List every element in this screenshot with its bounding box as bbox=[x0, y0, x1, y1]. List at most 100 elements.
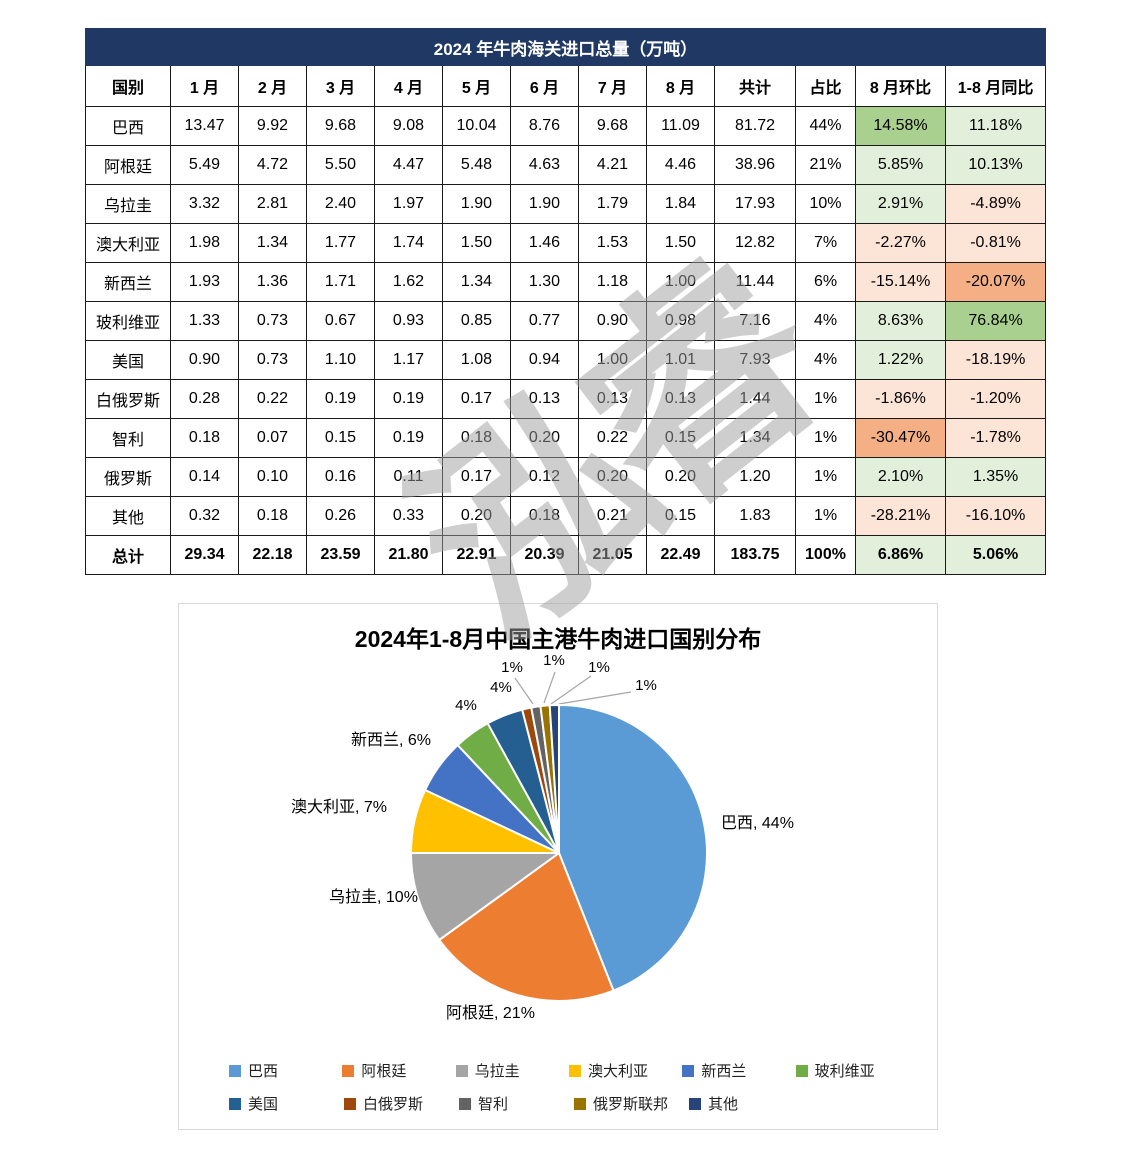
legend-item: 美国 bbox=[229, 1093, 344, 1114]
value-cell: 4.72 bbox=[238, 145, 307, 185]
value-cell: 2.81 bbox=[238, 184, 307, 224]
pie-label: 4% bbox=[455, 697, 477, 714]
value-cell: 1.97 bbox=[374, 184, 443, 224]
legend-label: 巴西 bbox=[248, 1063, 279, 1080]
pie-chart: 2024年1-8月中国主港牛肉进口国别分布 巴西, 44% 阿根廷, 21% 乌拉圭… bbox=[178, 603, 938, 1130]
value-cell: 1.17 bbox=[374, 340, 443, 380]
value-cell: 1.84 bbox=[646, 184, 715, 224]
value-cell: 1.90 bbox=[442, 184, 511, 224]
yoy-change-cell: 76.84% bbox=[944, 301, 1047, 341]
value-cell: 8.76 bbox=[510, 106, 579, 146]
column-header: 1 月 bbox=[170, 65, 239, 107]
value-cell: 0.15 bbox=[306, 418, 375, 458]
yoy-change-cell: -1.20% bbox=[944, 379, 1047, 419]
value-cell: 1.79 bbox=[578, 184, 647, 224]
column-header: 占比 bbox=[795, 65, 856, 107]
value-cell: 0.90 bbox=[578, 301, 647, 341]
legend-item: 玻利维亚 bbox=[795, 1060, 909, 1081]
value-cell: 0.20 bbox=[510, 418, 579, 458]
yoy-change-cell: -18.19% bbox=[944, 340, 1047, 380]
country-cell: 其他 bbox=[85, 496, 171, 536]
value-cell: 0.26 bbox=[306, 496, 375, 536]
mom-change-cell: -30.47% bbox=[855, 418, 946, 458]
value-cell: 0.77 bbox=[510, 301, 579, 341]
column-header: 4 月 bbox=[374, 65, 443, 107]
value-cell: 17.93 bbox=[714, 184, 796, 224]
value-cell: 0.18 bbox=[170, 418, 239, 458]
value-cell: 0.19 bbox=[374, 379, 443, 419]
value-cell: 1% bbox=[795, 496, 856, 536]
pie-label: 4% bbox=[490, 679, 512, 696]
table-row: 俄罗斯 0.14 0.10 0.16 0.11 0.17 0.12 0.20 0.20 1.20 1… bbox=[85, 457, 1047, 497]
value-cell: 7% bbox=[795, 223, 856, 263]
mom-change-cell: 1.22% bbox=[855, 340, 946, 380]
yoy-change-cell: 1.35% bbox=[944, 457, 1047, 497]
value-cell: 5.49 bbox=[170, 145, 239, 185]
value-cell: 4.47 bbox=[374, 145, 443, 185]
table-row: 美国 0.90 0.73 1.10 1.17 1.08 0.94 1.00 1.01 7.93 4%… bbox=[85, 340, 1047, 380]
value-cell: 44% bbox=[795, 106, 856, 146]
country-cell: 美国 bbox=[85, 340, 171, 380]
country-cell: 阿根廷 bbox=[85, 145, 171, 185]
value-cell: 0.22 bbox=[578, 418, 647, 458]
value-cell: 0.20 bbox=[442, 496, 511, 536]
value-cell: 0.22 bbox=[238, 379, 307, 419]
legend-item: 阿根廷 bbox=[342, 1060, 455, 1081]
yoy-change-cell: -16.10% bbox=[944, 496, 1047, 536]
legend-swatch-icon bbox=[342, 1064, 355, 1077]
column-header: 7 月 bbox=[578, 65, 647, 107]
value-cell: 10.04 bbox=[442, 106, 511, 146]
mom-change-cell: 5.85% bbox=[855, 145, 946, 185]
pie-svg: 巴西, 44% 阿根廷, 21% 乌拉圭, 10% 澳大利亚, 7% 新西兰, 6% 4%… bbox=[291, 652, 794, 1022]
value-cell: 1.90 bbox=[510, 184, 579, 224]
yoy-change-cell: -1.78% bbox=[944, 418, 1047, 458]
column-header: 2 月 bbox=[238, 65, 307, 107]
legend-label: 智利 bbox=[478, 1096, 509, 1113]
column-header: 8 月环比 bbox=[855, 65, 946, 107]
mom-change-cell: -1.86% bbox=[855, 379, 946, 419]
legend-item: 白俄罗斯 bbox=[344, 1093, 459, 1114]
value-cell: 1% bbox=[795, 379, 856, 419]
value-cell: 4.63 bbox=[510, 145, 579, 185]
value-cell: 21.05 bbox=[578, 535, 647, 575]
value-cell: 2.40 bbox=[306, 184, 375, 224]
value-cell: 4% bbox=[795, 340, 856, 380]
value-cell: 0.20 bbox=[646, 457, 715, 497]
table-row: 阿根廷 5.49 4.72 5.50 4.47 5.48 4.63 4.21 4.46 38.96… bbox=[85, 145, 1047, 185]
table-row: 总计 29.34 22.18 23.59 21.80 22.91 20.39 21.05 22.… bbox=[85, 535, 1047, 575]
country-cell: 俄罗斯 bbox=[85, 457, 171, 497]
legend-item: 其他 bbox=[689, 1093, 804, 1114]
yoy-change-cell: 10.13% bbox=[944, 145, 1047, 185]
value-cell: 9.08 bbox=[374, 106, 443, 146]
country-cell: 澳大利亚 bbox=[85, 223, 171, 263]
value-cell: 1.30 bbox=[510, 262, 579, 302]
pie-label: 1% bbox=[501, 659, 523, 676]
pie-label: 1% bbox=[588, 659, 610, 676]
value-cell: 0.94 bbox=[510, 340, 579, 380]
yoy-change-cell: 11.18% bbox=[944, 106, 1047, 146]
legend-label: 澳大利亚 bbox=[587, 1063, 648, 1080]
value-cell: 0.85 bbox=[442, 301, 511, 341]
legend-item: 澳大利亚 bbox=[568, 1060, 682, 1081]
mom-change-cell: 6.86% bbox=[855, 535, 946, 575]
value-cell: 10% bbox=[795, 184, 856, 224]
value-cell: 0.98 bbox=[646, 301, 715, 341]
value-cell: 1.34 bbox=[442, 262, 511, 302]
value-cell: 7.93 bbox=[714, 340, 796, 380]
value-cell: 1.50 bbox=[646, 223, 715, 263]
value-cell: 0.13 bbox=[578, 379, 647, 419]
pie-label: 巴西, 44% bbox=[721, 815, 794, 832]
yoy-change-cell: 5.06% bbox=[944, 535, 1047, 575]
value-cell: 1.10 bbox=[306, 340, 375, 380]
value-cell: 1.00 bbox=[578, 340, 647, 380]
value-cell: 0.07 bbox=[238, 418, 307, 458]
value-cell: 1.34 bbox=[714, 418, 796, 458]
country-cell: 乌拉圭 bbox=[85, 184, 171, 224]
value-cell: 1.98 bbox=[170, 223, 239, 263]
pie-label: 阿根廷, 21% bbox=[446, 1004, 535, 1022]
pie-label: 新西兰, 6% bbox=[351, 731, 431, 749]
